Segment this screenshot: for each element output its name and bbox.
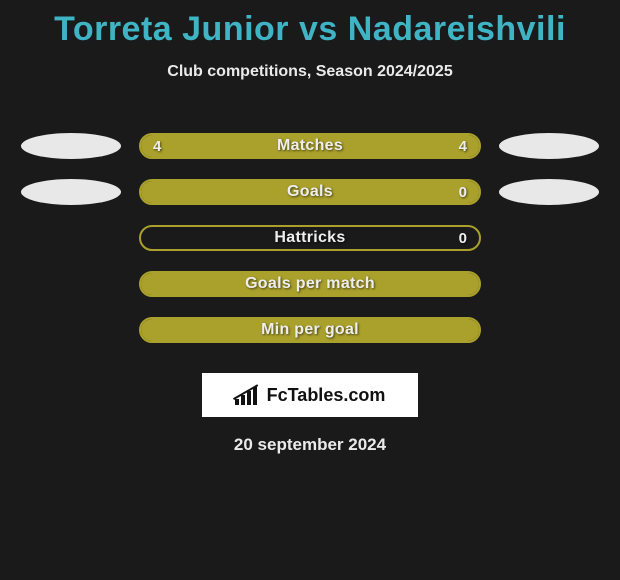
subtitle: Club competitions, Season 2024/2025 xyxy=(0,63,620,81)
stat-row: Min per goal xyxy=(0,307,620,353)
brand-logo[interactable]: FcTables.com xyxy=(202,373,418,417)
stat-row: 4 Matches 4 xyxy=(0,123,620,169)
team-right-badge xyxy=(499,133,599,159)
page-title: Torreta Junior vs Nadareishvili xyxy=(0,0,620,49)
stat-label: Hattricks xyxy=(141,227,479,249)
stat-row: Goals per match xyxy=(0,261,620,307)
stat-label: Goals xyxy=(141,181,479,203)
stat-bar: Goals per match xyxy=(139,271,481,297)
stat-row: Goals 0 xyxy=(0,169,620,215)
stat-bar: 4 Matches 4 xyxy=(139,133,481,159)
date-label: 20 september 2024 xyxy=(0,435,620,455)
stat-value-right: 0 xyxy=(459,181,467,203)
stat-bar: Hattricks 0 xyxy=(139,225,481,251)
stat-value-right: 0 xyxy=(459,227,467,249)
team-left-badge xyxy=(21,133,121,159)
stat-label: Min per goal xyxy=(141,319,479,341)
stat-bar: Min per goal xyxy=(139,317,481,343)
stats-container: 4 Matches 4 Goals 0 Hattricks 0 xyxy=(0,123,620,353)
stat-label: Goals per match xyxy=(141,273,479,295)
chart-icon xyxy=(235,385,261,405)
stat-row: Hattricks 0 xyxy=(0,215,620,261)
team-right-badge xyxy=(499,179,599,205)
team-left-badge xyxy=(21,179,121,205)
stat-bar: Goals 0 xyxy=(139,179,481,205)
brand-text: FcTables.com xyxy=(267,385,386,406)
stat-value-right: 4 xyxy=(459,135,467,157)
stat-label: Matches xyxy=(141,135,479,157)
